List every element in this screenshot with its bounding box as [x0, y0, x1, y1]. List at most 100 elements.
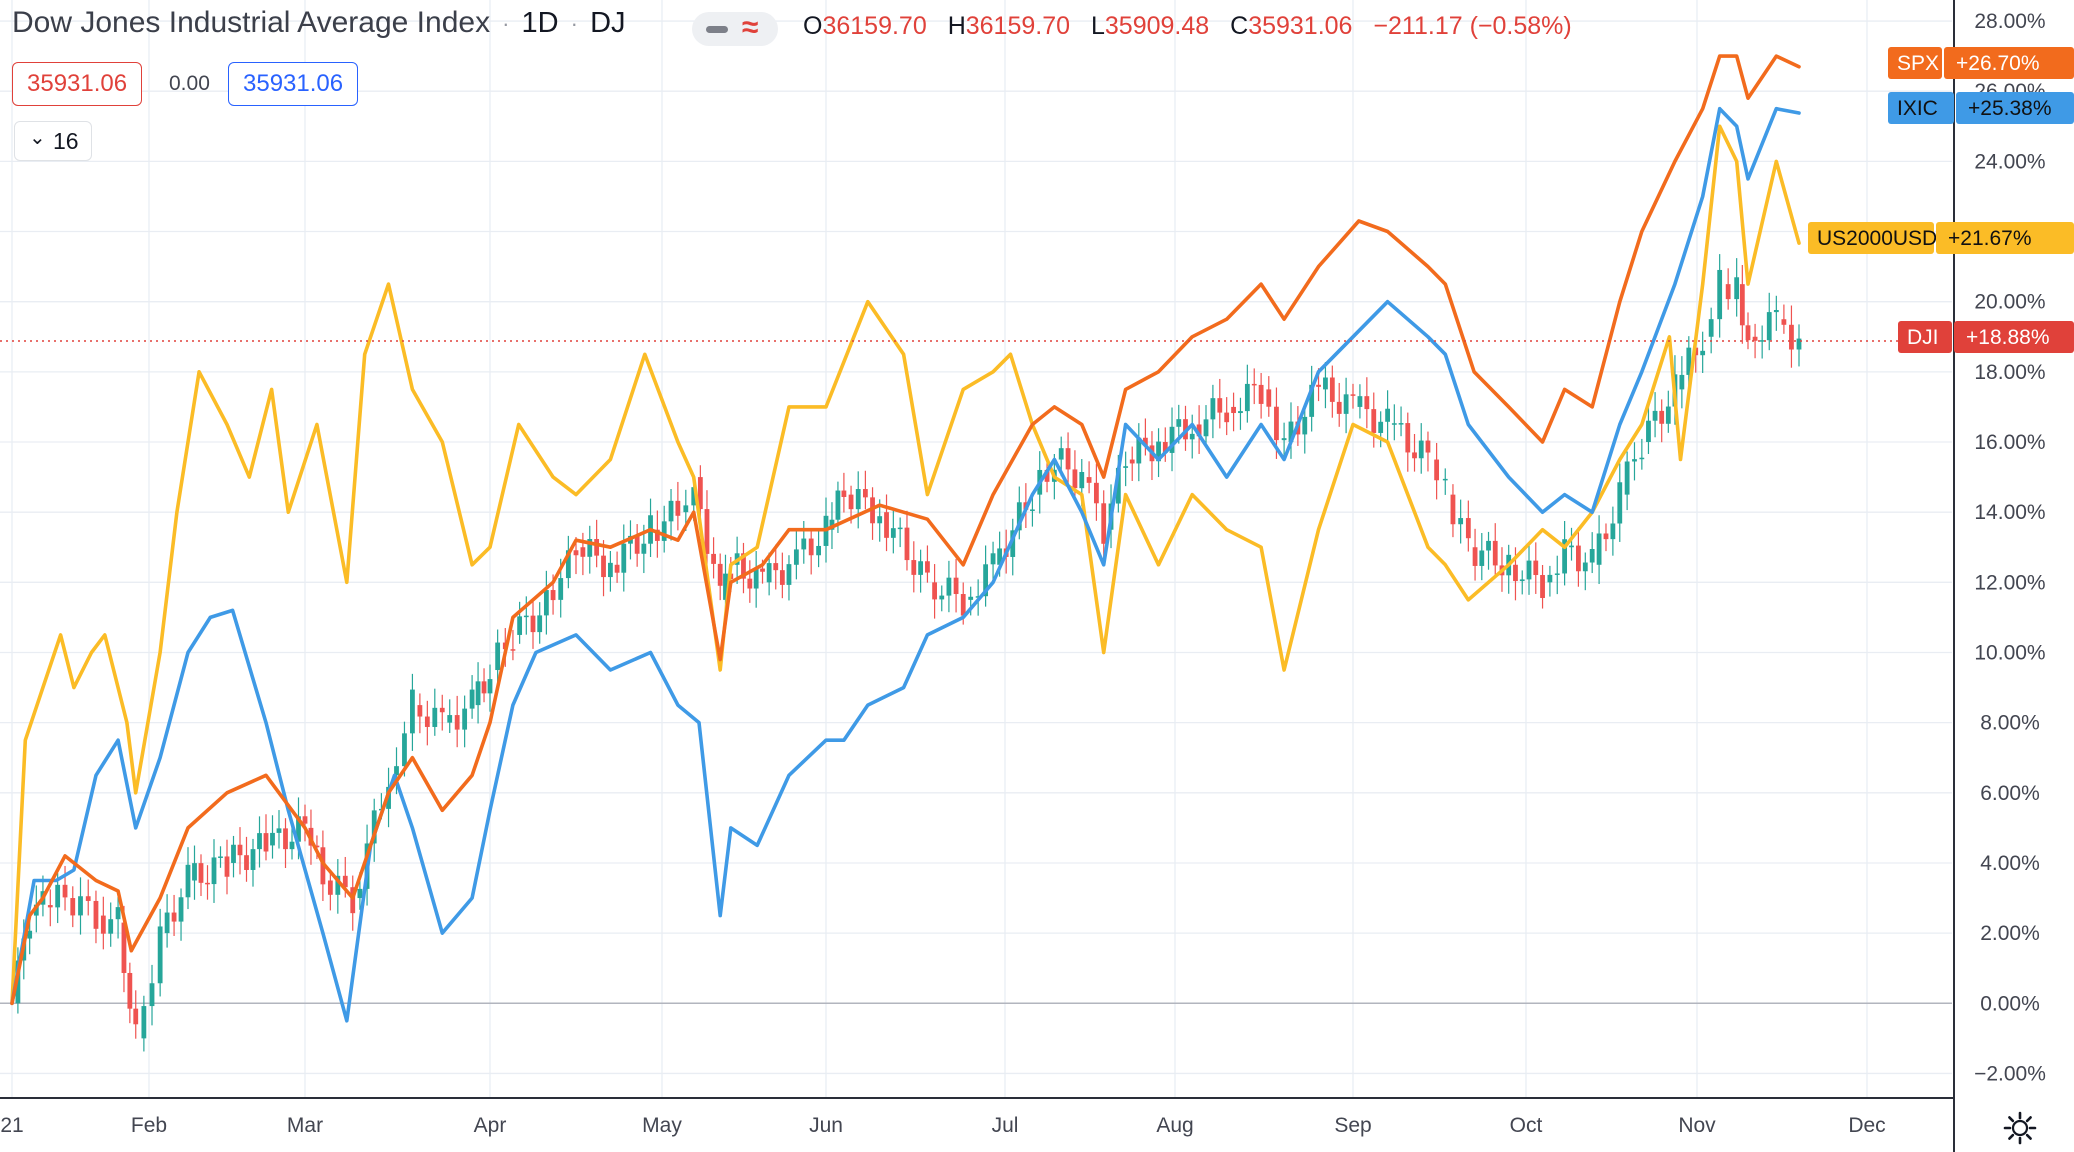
- high-value: 36159.70: [965, 12, 1071, 40]
- dji-candle-body: [697, 477, 703, 510]
- symbol-title[interactable]: Dow Jones Industrial Average Index: [12, 6, 491, 39]
- dji-candle-body: [1739, 284, 1745, 326]
- style-toggle[interactable]: ≈: [692, 11, 778, 46]
- dji-candle-body: [357, 888, 363, 899]
- y-tick-label: 16.00%: [1974, 431, 2045, 454]
- x-tick-label: May: [642, 1114, 682, 1137]
- dji-candle-body: [668, 500, 674, 522]
- dji-candle-body: [1708, 319, 1714, 337]
- dji-candle-body: [1391, 423, 1397, 425]
- buy-price-button[interactable]: 35931.06: [228, 62, 359, 106]
- dji-candle-body: [1316, 384, 1321, 387]
- indicators-collapse-button[interactable]: ⌄ 16: [14, 121, 92, 161]
- dji-candle-body: [1665, 406, 1671, 424]
- dji-candle-body: [1302, 416, 1308, 435]
- dji-candle-body: [753, 568, 759, 589]
- dji-candle-body: [1288, 421, 1294, 443]
- y-tick-label: 6.00%: [1980, 782, 2040, 805]
- dji-candle-body: [198, 863, 204, 883]
- dji-candle-body: [320, 847, 326, 885]
- dji-candle-body: [1371, 409, 1377, 433]
- series-tag-name-bg-us2000usd: [1808, 222, 1934, 254]
- dji-candle-body: [495, 642, 501, 671]
- dji-candle-body: [1686, 347, 1692, 375]
- dji-candle-body: [1434, 459, 1440, 481]
- dji-candle-body: [614, 564, 620, 573]
- dji-candle-body: [1540, 575, 1545, 599]
- dji-candle-body: [1759, 340, 1765, 342]
- dji-candle-body: [580, 547, 586, 557]
- sell-price-button[interactable]: 35931.06: [12, 62, 143, 106]
- dji-candle-body: [218, 856, 223, 858]
- y-tick-label: 4.00%: [1980, 852, 2040, 875]
- dji-candle-body: [1189, 433, 1195, 440]
- dji-candle-body: [1169, 426, 1175, 453]
- dji-candle-body: [1624, 461, 1630, 495]
- dji-candle-body: [641, 543, 647, 554]
- dji-candle-body: [1281, 438, 1287, 441]
- dji-candle-body: [371, 810, 377, 844]
- grid-layer: [0, 0, 1952, 1098]
- dji-candle-body: [1652, 410, 1658, 421]
- dji-candle-body: [1309, 384, 1315, 417]
- dji-candle-body: [1781, 319, 1787, 325]
- series-tag-value-spx: +26.70%: [1956, 52, 2040, 75]
- dji-candle-body: [314, 845, 320, 848]
- dji-candle-body: [302, 816, 308, 824]
- dji-candle-body: [93, 900, 99, 929]
- dji-candle-body: [263, 833, 269, 852]
- x-tick-label: Mar: [287, 1114, 323, 1137]
- dji-candle-body: [661, 521, 667, 541]
- dji-candle-body: [1101, 503, 1107, 544]
- dji-candle-body: [587, 539, 593, 557]
- series-tag-name-bg-dji: [1898, 321, 1952, 353]
- dji-candle-body: [1554, 573, 1560, 575]
- dji-candle-body: [27, 930, 33, 939]
- dji-candle-body: [793, 549, 799, 565]
- x-tick-label: Jul: [992, 1114, 1019, 1137]
- dji-candle-body: [327, 880, 333, 895]
- y-tick-label: −2.00%: [1974, 1062, 2046, 1085]
- series-tag-name-spx: SPX: [1897, 52, 1939, 75]
- line-toggle-icon[interactable]: [706, 26, 728, 33]
- dji-candle-body: [469, 689, 475, 709]
- dji-candle-body: [766, 563, 772, 583]
- y-tick-label: 10.00%: [1974, 641, 2045, 664]
- dji-candle-body: [1142, 437, 1148, 446]
- settings-gear-icon[interactable]: [2000, 1108, 2040, 1148]
- dji-candle-body: [55, 884, 61, 908]
- dji-candle-body: [1196, 424, 1202, 437]
- series-tag-name-ixic: IXIC: [1897, 97, 1938, 120]
- low-value: 35909.48: [1104, 12, 1210, 40]
- x-tick-label: Oct: [1510, 1114, 1543, 1137]
- dji-candle-body: [634, 535, 640, 554]
- compare-wave-icon[interactable]: ≈: [742, 11, 759, 44]
- dji-candle-body: [1659, 410, 1665, 424]
- dji-candle-body: [1725, 284, 1731, 300]
- dji-candle-body: [1603, 533, 1609, 540]
- dji-candle-body: [711, 553, 716, 564]
- dji-candle-body: [1679, 374, 1685, 390]
- dji-candle-body: [1533, 560, 1539, 576]
- indicators-count: 16: [53, 128, 79, 154]
- dji-candle-body: [801, 538, 807, 550]
- dji-candle-body: [439, 707, 445, 713]
- dji-candle-body: [1398, 423, 1404, 425]
- dji-candle-body: [683, 505, 689, 513]
- dji-candle-body: [1364, 396, 1370, 410]
- series-tag-value-us2000usd: +21.67%: [1948, 227, 2032, 250]
- dji-candle-body: [1274, 406, 1279, 441]
- dji-candle-body: [1569, 545, 1574, 548]
- dji-candle-body: [960, 594, 966, 616]
- dji-candle-body: [244, 855, 249, 870]
- separator-dot: ·: [570, 11, 578, 37]
- chevron-down-icon: ⌄: [29, 127, 46, 149]
- dji-candle-body: [890, 528, 896, 538]
- dji-candle-body: [1576, 545, 1581, 572]
- dji-candle-body: [1086, 477, 1092, 483]
- dji-candle-body: [1412, 452, 1417, 459]
- dji-candle-body: [946, 577, 952, 596]
- dji-candle-body: [1129, 459, 1135, 464]
- interval-label[interactable]: 1D: [521, 7, 559, 39]
